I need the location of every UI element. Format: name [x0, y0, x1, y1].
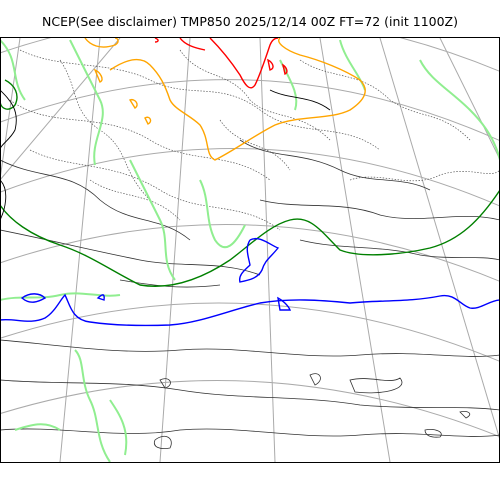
isotherm-dark-green — [1, 79, 499, 287]
latitude-line — [1, 302, 499, 362]
coastline — [1, 89, 331, 219]
latitude-line — [1, 79, 499, 141]
map-frame — [0, 37, 500, 463]
chart-title: NCEP(See disclaimer) TMP850 2025/12/14 0… — [41, 14, 458, 29]
longitude-line — [59, 38, 101, 462]
isotherm-light-green — [1, 39, 499, 462]
longitude-line — [159, 38, 191, 462]
latitude-line — [1, 380, 499, 437]
latitude-line — [1, 148, 499, 207]
latitude-line — [1, 224, 499, 282]
isotherm-warm — [84, 38, 366, 161]
graticule — [1, 38, 499, 462]
longitude-line — [1, 38, 121, 180]
isotherm-zero — [1, 238, 499, 327]
latitude-line — [1, 38, 499, 72]
longitude-line — [319, 38, 391, 462]
longitude-line — [379, 38, 499, 439]
isotherm-hot — [154, 38, 288, 89]
longitude-line — [439, 38, 499, 159]
solid-contours — [1, 139, 499, 449]
